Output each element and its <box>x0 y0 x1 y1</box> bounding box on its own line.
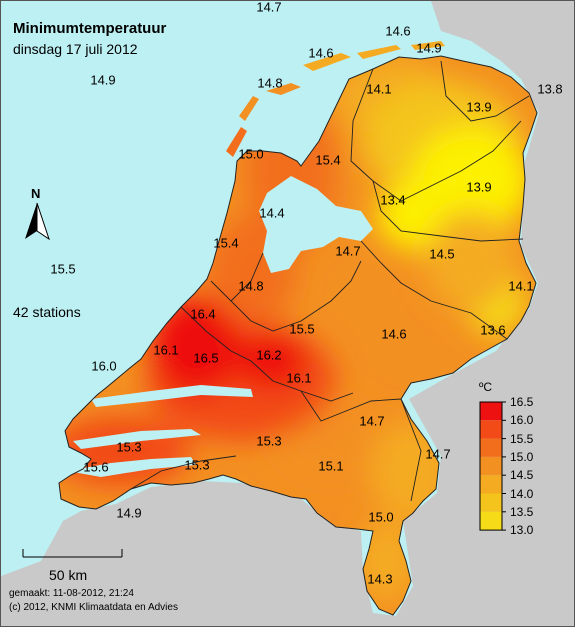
legend-swatch <box>480 511 502 531</box>
station-value-de-kooy: 15.0 <box>238 146 264 162</box>
station-value-ijmuiden: 15.4 <box>213 235 239 251</box>
station-value-ameland: 14.6 <box>385 23 411 39</box>
legend-tick-label: 15.5 <box>510 431 534 446</box>
station-value-westdorpe: 15.6 <box>83 459 109 475</box>
map-title: Minimumtemperatuur <box>13 20 167 37</box>
station-value-lelystad: 14.7 <box>335 243 361 259</box>
station-value-arcen: 14.7 <box>425 446 451 462</box>
legend-tick-label: 13.5 <box>510 504 534 519</box>
station-value-schiermonnikoog: 14.9 <box>416 40 442 56</box>
legend-swatch <box>480 456 502 476</box>
station-value-sea-west: 15.5 <box>50 261 76 277</box>
station-value-volkel: 14.7 <box>359 413 385 429</box>
legend-tick-label: 16.0 <box>510 413 534 428</box>
station-value-gilze-rijen: 15.3 <box>256 433 282 449</box>
station-value-terschelling: 14.6 <box>308 45 334 61</box>
station-value-lauwersoog: 14.1 <box>366 81 392 97</box>
legend-swatch <box>480 402 502 421</box>
station-value-vlissingen: 15.3 <box>116 439 142 455</box>
station-value-voorschoten: 16.4 <box>190 306 216 322</box>
legend-swatch <box>480 420 502 439</box>
station-value-nieuw-beerta: 13.8 <box>537 81 563 97</box>
legend-color-bar <box>479 401 506 531</box>
north-label: N <box>31 186 41 201</box>
station-value-woensdrecht: 15.3 <box>184 457 210 473</box>
station-value-vlieland: 14.8 <box>257 75 283 91</box>
station-value-top-edge: 14.7 <box>256 0 282 15</box>
legend-swatch <box>480 438 502 457</box>
station-value-rotterdam: 16.5 <box>193 350 219 366</box>
station-value-cabauw: 16.2 <box>256 347 282 363</box>
station-value-stavoren: 15.4 <box>315 152 341 168</box>
station-value-eelde-south: 13.9 <box>466 179 492 195</box>
station-value-groningen: 13.9 <box>466 99 492 115</box>
north-arrow-icon <box>25 202 50 241</box>
legend-tick-label: 14.0 <box>510 486 534 501</box>
station-value-marknesse: 13.4 <box>380 192 406 208</box>
stations-count: 42 stations <box>13 304 81 320</box>
station-value-herwijnen: 16.1 <box>286 370 312 386</box>
station-value-maastricht: 14.3 <box>367 571 393 587</box>
footer-copyright: (c) 2012, KNMI Klimaatdata en Advies <box>9 602 178 613</box>
legend-swatch <box>480 493 502 512</box>
station-value-twenthe: 14.1 <box>508 278 534 294</box>
station-value-hoogeveen: 14.5 <box>429 246 455 262</box>
legend-tick-label: 16.5 <box>510 395 534 409</box>
legend-tick-label: 15.0 <box>510 449 534 464</box>
station-value-berkhout: 14.4 <box>259 205 285 221</box>
station-value-deelen: 14.6 <box>381 326 407 342</box>
station-value-hoek-van-holland: 16.1 <box>153 342 179 358</box>
legend-tick-label: 13.0 <box>510 523 534 538</box>
station-value-ell: 15.0 <box>368 509 394 525</box>
station-value-sea-southwest: 16.0 <box>91 358 117 374</box>
station-value-hupsel: 13.6 <box>480 322 506 338</box>
station-value-sea-northwest: 14.9 <box>90 72 116 88</box>
legend-tick-label: 14.5 <box>510 468 534 483</box>
map-subtitle: dinsdag 17 juli 2012 <box>13 41 138 57</box>
scale-label: 50 km <box>49 567 88 583</box>
legend-unit: ºC <box>479 380 493 394</box>
station-value-de-bilt: 15.5 <box>289 321 315 337</box>
scale-bar <box>22 549 123 558</box>
station-value-schiphol: 14.8 <box>238 278 264 294</box>
station-value-hoofdplaat: 14.9 <box>116 505 142 521</box>
legend-swatch <box>480 475 502 494</box>
station-value-eindhoven: 15.1 <box>318 458 344 474</box>
footer-made: gemaakt: 11-08-2012, 21:24 <box>9 588 134 599</box>
